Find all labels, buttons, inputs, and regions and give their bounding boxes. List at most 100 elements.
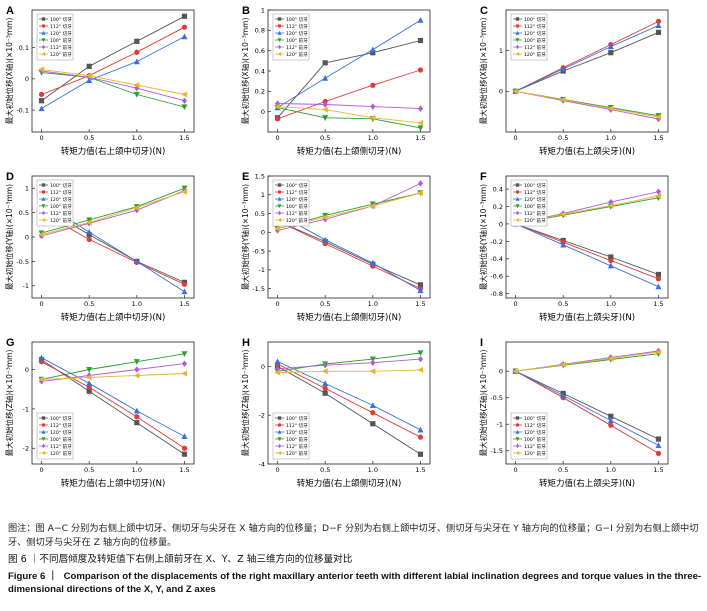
- data-point: [370, 359, 376, 366]
- x-tick-label: 0.5: [320, 466, 330, 474]
- data-point: [560, 65, 567, 72]
- data-point: [181, 433, 188, 440]
- data-point: [322, 380, 329, 387]
- legend-swatch-marker: [277, 416, 282, 420]
- x-axis-label: 转矩力值(右上颌侧切牙)(N): [297, 312, 402, 323]
- data-point: [38, 231, 45, 238]
- data-point: [38, 98, 45, 104]
- data-point: [369, 356, 376, 363]
- legend-swatch-marker: [41, 17, 46, 21]
- data-point: [133, 258, 140, 264]
- plot-frame: [267, 175, 431, 299]
- data-point: [85, 72, 92, 79]
- panel-letter: E: [242, 171, 249, 183]
- data-point: [608, 257, 614, 264]
- x-tick-label: 0.5: [84, 134, 94, 142]
- legend-swatch-marker: [277, 443, 282, 449]
- y-tick-label: 0: [261, 363, 265, 371]
- data-point: [181, 13, 188, 19]
- legend-swatch-marker: [277, 52, 282, 56]
- x-tick-label: 0: [39, 300, 43, 308]
- plot-frame: [31, 9, 195, 133]
- panel-letter: D: [6, 171, 14, 183]
- legend-box: [36, 179, 74, 227]
- x-axis-label: 转矩力值(右上颌尖牙)(N): [539, 312, 635, 323]
- legend-entry: 120° 前牙: [286, 450, 308, 457]
- legend-swatch-marker: [41, 443, 46, 449]
- data-point: [655, 450, 662, 456]
- data-point: [559, 361, 566, 368]
- data-point: [370, 103, 376, 110]
- x-tick-label: 0: [39, 466, 43, 474]
- legend-swatch-marker: [41, 24, 46, 28]
- x-axis-label: 转矩力值(右上颌中切牙)(N): [61, 478, 166, 489]
- data-point: [417, 105, 424, 112]
- x-tick-label: 0.5: [558, 300, 568, 308]
- legend-entry: 112° 前牙: [524, 210, 546, 217]
- legend-box: [272, 179, 310, 227]
- legend-entry: 120° 切牙: [524, 429, 546, 436]
- y-tick-label: 0.1: [19, 44, 29, 52]
- x-tick-label: 1.5: [179, 134, 189, 142]
- data-point: [38, 359, 45, 365]
- data-point: [322, 385, 328, 391]
- data-point: [38, 376, 45, 383]
- x-tick-label: 1.0: [368, 134, 378, 142]
- data-point: [560, 392, 567, 399]
- legend-swatch-marker: [41, 416, 46, 420]
- data-point: [322, 115, 329, 121]
- data-point: [417, 426, 424, 433]
- legend-entry: 112° 前牙: [524, 443, 546, 450]
- data-point: [133, 407, 140, 414]
- x-tick-label: 1.5: [653, 300, 663, 308]
- data-point: [417, 451, 424, 457]
- legend-box: [36, 13, 74, 61]
- data-point: [417, 189, 424, 196]
- y-tick-label: -0.1: [16, 107, 29, 115]
- legend-entry: 100° 前牙: [524, 436, 546, 443]
- figure-6-chart-grid: A -0.1 0 0.1 0 0.5 1.0 1.5 转矩力值(右上颌中切牙)(N) 最大初始位移…: [4, 5, 669, 489]
- x-tick-label: 1.5: [653, 466, 663, 474]
- x-tick-label: 0: [513, 134, 517, 142]
- data-point: [85, 219, 92, 226]
- data-point: [369, 368, 376, 375]
- x-tick-label: 1.0: [606, 134, 616, 142]
- data-point: [181, 351, 188, 358]
- legend-entry: 112° 切牙: [286, 422, 308, 429]
- data-point: [608, 413, 614, 419]
- legend-swatch-marker: [41, 437, 46, 442]
- legend-entry: 100° 切牙: [524, 415, 546, 422]
- legend-entry: 100° 前牙: [524, 203, 546, 210]
- y-tick-label: -0.2: [490, 238, 503, 246]
- data-point: [417, 287, 424, 294]
- series-line: [277, 220, 421, 290]
- legend-entry: 100° 切牙: [524, 182, 546, 189]
- legend-swatch-marker: [41, 38, 46, 43]
- panel-letter: F: [480, 171, 487, 183]
- series-line: [41, 187, 185, 234]
- legend-entry: 120° 前牙: [286, 217, 308, 224]
- series-line: [277, 220, 421, 286]
- y-tick-label: -0.5: [252, 247, 265, 255]
- x-tick-label: 1.5: [415, 300, 425, 308]
- legend-swatch-marker: [515, 423, 520, 427]
- series-line: [41, 359, 185, 455]
- data-point: [608, 50, 614, 56]
- legend-swatch-marker: [515, 38, 520, 43]
- data-point: [134, 49, 140, 55]
- legend-box: [272, 412, 310, 460]
- data-point: [417, 350, 424, 357]
- data-point: [86, 388, 92, 394]
- y-tick-label: 1: [261, 191, 265, 199]
- data-point: [322, 361, 328, 369]
- x-tick-label: 1.0: [606, 466, 616, 474]
- series-line: [515, 90, 659, 118]
- legend-swatch-marker: [515, 196, 520, 201]
- legend-swatch-marker: [515, 416, 520, 420]
- legend-swatch-marker: [277, 24, 282, 28]
- data-point: [86, 366, 93, 373]
- panel-letter: B: [242, 5, 250, 17]
